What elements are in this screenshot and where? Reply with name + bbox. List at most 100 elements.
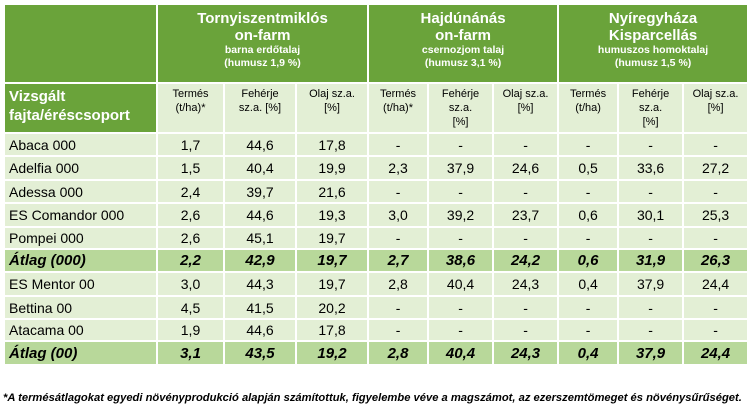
- footnote: *A termésátlagokat egyedi növényprodukci…: [3, 392, 742, 404]
- value-cell: 2,8: [367, 340, 430, 366]
- value-cell: 33,6: [617, 155, 685, 181]
- value-cell: 19,7: [294, 248, 370, 273]
- value-cell: -: [682, 318, 750, 342]
- variety-name-cell: Adelfia 000: [3, 155, 158, 181]
- value-cell: 37,9: [617, 271, 685, 297]
- value-cell: 25,3: [682, 202, 750, 228]
- value-cell: -: [617, 226, 685, 250]
- value-cell: 37,9: [617, 340, 685, 366]
- value-cell: 2,8: [367, 271, 430, 297]
- value-cell: -: [557, 179, 620, 204]
- location-soil: barna erdőtalaj: [224, 44, 301, 56]
- value-cell: 19,7: [294, 226, 370, 250]
- column-header-oil: Olaj sz.a. [%]: [492, 82, 560, 134]
- value-cell: 40,4: [223, 155, 297, 181]
- variety-name-cell: ES Mentor 00: [3, 271, 158, 297]
- location-humus: (humusz 1,5 %): [614, 57, 692, 69]
- value-cell: 24,4: [682, 271, 750, 297]
- value-cell: -: [682, 295, 750, 320]
- value-cell: 44,3: [223, 271, 297, 297]
- value-cell: 30,1: [617, 202, 685, 228]
- value-cell: -: [427, 179, 495, 204]
- location-header-nyiregyhaza: Nyíregyháza Kisparcellás humuszos homokt…: [557, 3, 750, 84]
- location-name: Nyíregyháza: [608, 10, 698, 27]
- column-header-line: Termés: [380, 88, 417, 100]
- value-cell: 31,9: [617, 248, 685, 273]
- value-cell: -: [617, 179, 685, 204]
- column-header-line: Fehérje: [241, 88, 279, 100]
- value-cell: -: [492, 179, 560, 204]
- value-cell: 2,4: [156, 179, 225, 204]
- value-cell: 3,0: [156, 271, 225, 297]
- value-cell: -: [557, 295, 620, 320]
- column-header-line: Olaj sz.a.: [309, 88, 355, 100]
- value-cell: 3,1: [156, 340, 225, 366]
- column-header-line: Olaj sz.a.: [692, 88, 739, 100]
- value-cell: -: [557, 318, 620, 342]
- column-header-line: (t/ha)*: [175, 102, 206, 114]
- value-cell: -: [367, 318, 430, 342]
- column-header-line: Fehérje: [631, 88, 670, 100]
- value-cell: -: [367, 226, 430, 250]
- value-cell: 40,4: [427, 271, 495, 297]
- value-cell: -: [492, 132, 560, 157]
- value-cell: -: [492, 295, 560, 320]
- column-header-protein: Fehérje sz.a. [%]: [427, 82, 495, 134]
- value-cell: 2,6: [156, 226, 225, 250]
- value-cell: 1,9: [156, 318, 225, 342]
- value-cell: 2,2: [156, 248, 225, 273]
- variety-name-cell: Pompei 000: [3, 226, 158, 250]
- table-row: Pompei 000 2,6 45,1 19,7- - - - - -: [3, 226, 750, 250]
- table-row: Abaca 000 1,7 44,6 17,8- - - - - -: [3, 132, 750, 157]
- value-cell: -: [617, 318, 685, 342]
- column-header-line: sz.a. [%]: [238, 102, 282, 114]
- average-row: Átlag (000) 2,2 42,9 19,7 2,7 38,6 24,2 0,6 31,9…: [3, 248, 750, 273]
- column-header-yield: Termés (t/ha): [557, 82, 620, 134]
- value-cell: -: [492, 226, 560, 250]
- value-cell: 20,2: [294, 295, 370, 320]
- column-header-line: (t/ha)*: [383, 102, 414, 114]
- variety-name-cell: Adessa 000: [3, 179, 158, 204]
- variety-name-cell: Atacama 00: [3, 318, 158, 342]
- value-cell: 24,4: [682, 340, 750, 366]
- value-cell: 0,6: [557, 248, 620, 273]
- location-type: Kisparcellás: [608, 27, 698, 44]
- value-cell: 24,6: [492, 155, 560, 181]
- value-cell: 23,7: [492, 202, 560, 228]
- column-header-yield: Termés (t/ha)*: [367, 82, 430, 134]
- value-cell: 2,6: [156, 202, 225, 228]
- value-cell: -: [617, 295, 685, 320]
- value-cell: 24,3: [492, 271, 560, 297]
- value-cell: -: [427, 226, 495, 250]
- value-cell: 37,9: [427, 155, 495, 181]
- value-cell: -: [682, 132, 750, 157]
- value-cell: 19,2: [294, 340, 370, 366]
- value-cell: 24,2: [492, 248, 560, 273]
- value-cell: 19,7: [294, 271, 370, 297]
- value-cell: 39,7: [223, 179, 297, 204]
- column-header-line: Olaj sz.a.: [502, 88, 549, 100]
- location-type: on-farm: [234, 27, 291, 44]
- value-cell: 0,4: [557, 340, 620, 366]
- results-table: Tornyiszentmiklós on-farm barna erdőtala…: [3, 3, 750, 366]
- value-cell: -: [682, 179, 750, 204]
- value-cell: -: [367, 132, 430, 157]
- value-cell: 44,6: [223, 318, 297, 342]
- row-header-line: fajta/éréscsoport: [9, 107, 130, 124]
- column-header-line: Termés: [570, 88, 607, 100]
- location-type: on-farm: [435, 27, 491, 44]
- value-cell: -: [617, 132, 685, 157]
- value-cell: 26,3: [682, 248, 750, 273]
- table-row: Adessa 000 2,4 39,7 21,6- - - - - -: [3, 179, 750, 204]
- value-cell: 38,6: [427, 248, 495, 273]
- value-cell: 2,3: [367, 155, 430, 181]
- value-cell: 0,4: [557, 271, 620, 297]
- value-cell: 44,6: [223, 132, 297, 157]
- value-cell: 19,9: [294, 155, 370, 181]
- value-cell: 45,1: [223, 226, 297, 250]
- column-header-line: [%]: [452, 116, 469, 128]
- column-header-line: sz.a.: [448, 102, 473, 114]
- value-cell: -: [367, 179, 430, 204]
- value-cell: 21,6: [294, 179, 370, 204]
- value-cell: -: [557, 226, 620, 250]
